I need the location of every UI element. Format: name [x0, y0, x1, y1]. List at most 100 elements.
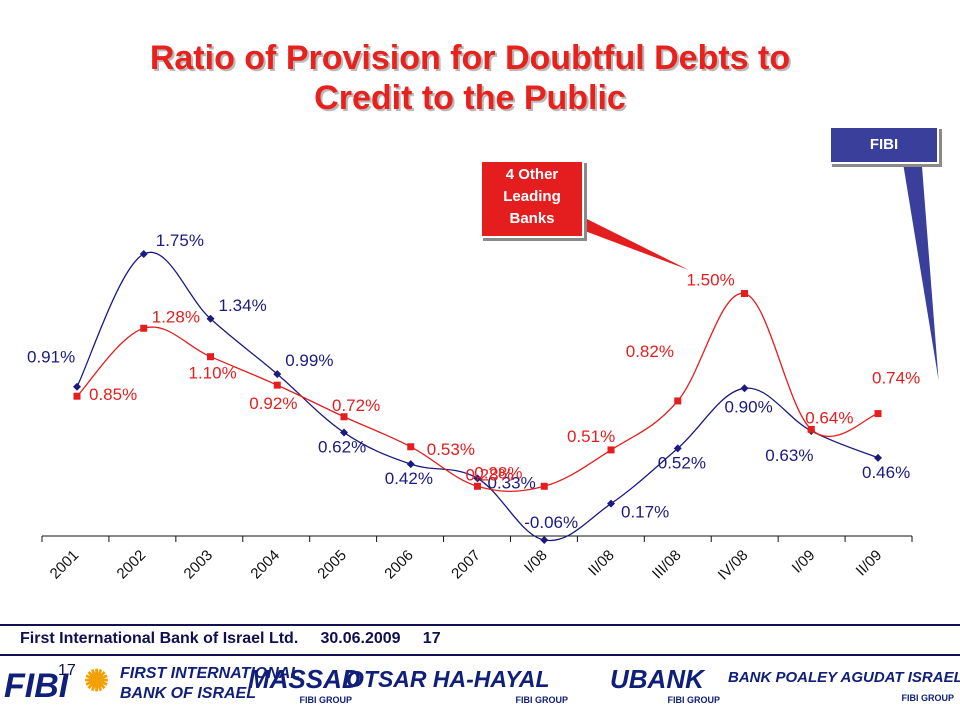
data-label: 0.99%	[285, 351, 333, 370]
data-label: 0.72%	[332, 396, 380, 415]
data-label: 0.82%	[626, 342, 674, 361]
first-international-logo: FIRST INTERNATIONAL BANK OF ISRAEL	[120, 664, 301, 716]
x-tick-label: IV/08	[715, 547, 752, 584]
x-tick-label: II/09	[853, 547, 886, 580]
data-label: 0.92%	[249, 394, 297, 413]
data-label: 0.51%	[567, 427, 615, 446]
data-point	[607, 499, 615, 508]
massad-logo-text: MASSAD	[248, 664, 361, 694]
data-point	[207, 353, 214, 361]
footer-text: First International Bank of Israel Ltd. …	[20, 630, 441, 647]
fibi-callout: FIBI	[829, 126, 939, 164]
ubank-logo-sub: FIBI GROUP	[667, 695, 720, 705]
data-label: 0.62%	[318, 438, 366, 457]
otsar-ha-hayal-logo-sub: FIBI GROUP	[515, 695, 568, 705]
logo-bar: FIBI ✺ FIRST INTERNATIONAL BANK OF ISRAE…	[0, 654, 960, 722]
data-point	[406, 460, 415, 469]
footer-divider	[0, 624, 960, 626]
data-point	[540, 482, 548, 490]
x-tick-label: 2006	[381, 547, 417, 583]
other-banks-callout-line-1: 4 Other	[505, 166, 559, 183]
fibi-logo-text: FIBI	[4, 667, 69, 705]
chart-title: Ratio of Provision for Doubtful Debts to…	[0, 38, 940, 118]
ubank-logo-text: UBANK	[610, 664, 704, 694]
otsar-ha-hayal-logo: OTSAR HA-HAYAL FIBI GROUP	[346, 664, 568, 716]
data-label: 0.46%	[862, 463, 910, 482]
bank-poaley-logo-sub: FIBI GROUP	[901, 693, 954, 703]
data-label: 0.28%	[466, 465, 514, 484]
x-tick-label: I/09	[789, 547, 819, 577]
x-tick-label: 2004	[247, 547, 283, 583]
data-point	[273, 370, 282, 379]
data-label: 1.34%	[219, 296, 267, 315]
data-label: 0.63%	[765, 446, 813, 465]
first-international-line-2: BANK OF ISRAEL	[120, 685, 256, 702]
x-tick-label: 2002	[114, 547, 150, 583]
title-line-1: Ratio of Provision for Doubtful Debts to	[149, 39, 791, 77]
data-point	[807, 425, 815, 433]
x-labels: 2001 2002 2003 2004 2005 2006 2007 I/08 II/08 III…	[47, 547, 886, 584]
bank-poaley-logo-text: BANK POALEY AGUDAT ISRAEL	[728, 669, 960, 686]
data-label: 0.17%	[621, 503, 669, 522]
data-point	[206, 314, 215, 323]
data-point	[607, 446, 615, 454]
data-label: 1.75%	[156, 231, 204, 250]
fibi-logo: FIBI	[4, 664, 68, 716]
data-point	[407, 443, 415, 451]
data-point	[673, 444, 682, 453]
ubank-logo: UBANK FIBI GROUP	[610, 664, 720, 716]
x-tick-label: 2005	[314, 547, 350, 583]
otsar-ha-hayal-logo-text: OTSAR HA-HAYAL	[346, 666, 550, 692]
data-point	[674, 397, 682, 405]
first-international-line-1: FIRST INTERNATIONAL	[120, 665, 301, 682]
other-banks-callout-line-2: Leading	[503, 188, 561, 205]
data-point	[473, 474, 482, 483]
data-label: -0.06%	[524, 513, 578, 532]
data-label: 0.64%	[805, 408, 853, 427]
data-point	[273, 381, 281, 389]
data-point	[874, 410, 882, 418]
bank-poaley-agudat-israel-logo: BANK POALEY AGUDAT ISRAEL FIBI GROUP	[728, 664, 960, 716]
data-point	[741, 290, 748, 298]
x-tick-label: 2001	[47, 547, 83, 583]
x-tick-label: 2003	[181, 547, 217, 583]
data-point	[140, 324, 148, 332]
data-point	[73, 382, 81, 391]
other-banks-callout: 4 Other Leading Banks	[480, 160, 584, 238]
slide-number: 17	[58, 662, 76, 679]
data-point	[340, 413, 348, 421]
data-label: 0.53%	[427, 440, 475, 459]
line-chart: 2001 2002 2003 2004 2005 2006 2007 I/08 II/08 III…	[27, 159, 941, 584]
data-label: 1.10%	[189, 364, 237, 383]
x-tick-label: II/08	[585, 547, 618, 580]
data-point	[139, 250, 148, 258]
x-tick-label: I/08	[521, 547, 551, 577]
data-point	[540, 536, 549, 544]
series-markers	[73, 250, 882, 544]
x-tick-label: III/08	[649, 547, 685, 583]
data-label: 0.74%	[872, 369, 920, 388]
other-banks-callout-pointer	[572, 210, 699, 275]
data-label: 0.91%	[27, 348, 75, 367]
title-line-2: Credit to the Public	[314, 79, 626, 117]
data-point	[474, 482, 481, 490]
data-point	[874, 453, 882, 462]
data-label: 0.52%	[658, 453, 706, 472]
data-label: 0.28%	[474, 463, 522, 482]
other-banks-callout-line-3: Banks	[509, 210, 555, 227]
data-point	[73, 392, 81, 400]
data-label: 0.90%	[725, 397, 773, 416]
data-label: 1.28%	[152, 307, 200, 326]
fibi-sun-icon: ✺	[84, 665, 110, 698]
footer: First International Bank of Israel Ltd. …	[0, 626, 960, 654]
fibi-callout-pointer	[901, 159, 941, 393]
data-labels: 0.91% 1.75% 1.34% 0.99% 0.62% 0.42% 0.33% -0.06…	[27, 231, 920, 532]
data-point	[340, 428, 348, 437]
data-label: 0.42%	[385, 469, 433, 488]
data-point	[740, 384, 749, 393]
data-label: 0.33%	[488, 473, 536, 492]
x-tick-label: 2007	[448, 547, 484, 583]
massad-logo: MASSAD FIBI GROUP	[248, 664, 361, 716]
massad-logo-sub: FIBI GROUP	[299, 695, 352, 705]
data-label: 1.50%	[687, 271, 735, 290]
